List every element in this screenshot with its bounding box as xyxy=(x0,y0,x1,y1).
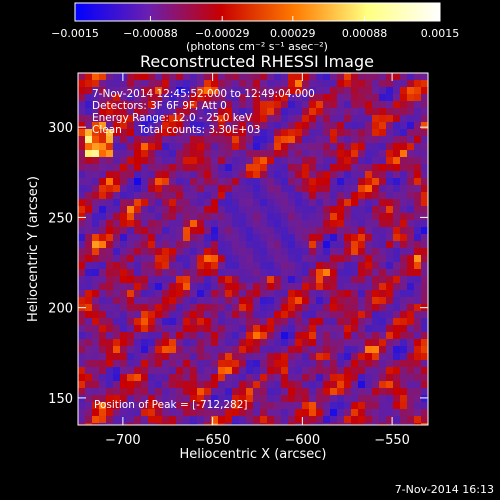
colorbar-units: (photons cm⁻² s⁻¹ asec⁻²) xyxy=(186,40,328,53)
annotation-energy-range: Energy Range: 12.0 - 25.0 keV xyxy=(92,112,253,124)
colorbar-tick-label: 0.00029 xyxy=(270,27,316,40)
heatmap-image xyxy=(78,73,428,425)
annotation-detectors: Detectors: 3F 6F 9F, Att 0 xyxy=(92,100,227,112)
colorbar-tick-label: −0.0015 xyxy=(51,27,99,40)
y-tick-label: 250 xyxy=(48,211,73,226)
colorbar-tick-label: −0.00029 xyxy=(195,27,250,40)
annotation-time-range: 7-Nov-2014 12:45:52.000 to 12:49:04.000 xyxy=(92,88,315,100)
x-tick-label: −550 xyxy=(374,433,410,448)
x-axis-ticks: −700 −650 −600 −550 xyxy=(105,73,410,448)
y-tick-label: 200 xyxy=(48,302,73,317)
annotation-peak-position: Position of Peak = [-712,282] xyxy=(94,399,248,411)
colorbar-tick-label: 0.00088 xyxy=(342,27,388,40)
x-axis-label: Heliocentric X (arcsec) xyxy=(180,447,327,462)
x-tick-label: −650 xyxy=(195,433,231,448)
annotation-clean-counts: Clean Total counts: 3.30E+03 xyxy=(92,124,261,136)
x-tick-label: −600 xyxy=(284,433,320,448)
y-tick-label: 150 xyxy=(48,392,73,407)
y-tick-label: 300 xyxy=(48,121,73,136)
timestamp-footer: 7-Nov-2014 16:13 xyxy=(394,483,494,496)
y-axis-label: Heliocentric Y (arcsec) xyxy=(26,176,41,322)
chart-title: Reconstructed RHESSI Image xyxy=(140,52,374,71)
colorbar-ticks: −0.0015 −0.00088 −0.00029 0.00029 0.00088 0.0… xyxy=(51,16,459,40)
colorbar-tick-label: −0.00088 xyxy=(123,27,178,40)
colorbar-tick-label: 0.0015 xyxy=(421,27,460,40)
x-tick-label: −700 xyxy=(105,433,141,448)
colorbar xyxy=(74,2,441,22)
plot-frame xyxy=(77,72,429,426)
y-axis-ticks: 150 200 250 300 xyxy=(48,121,428,407)
